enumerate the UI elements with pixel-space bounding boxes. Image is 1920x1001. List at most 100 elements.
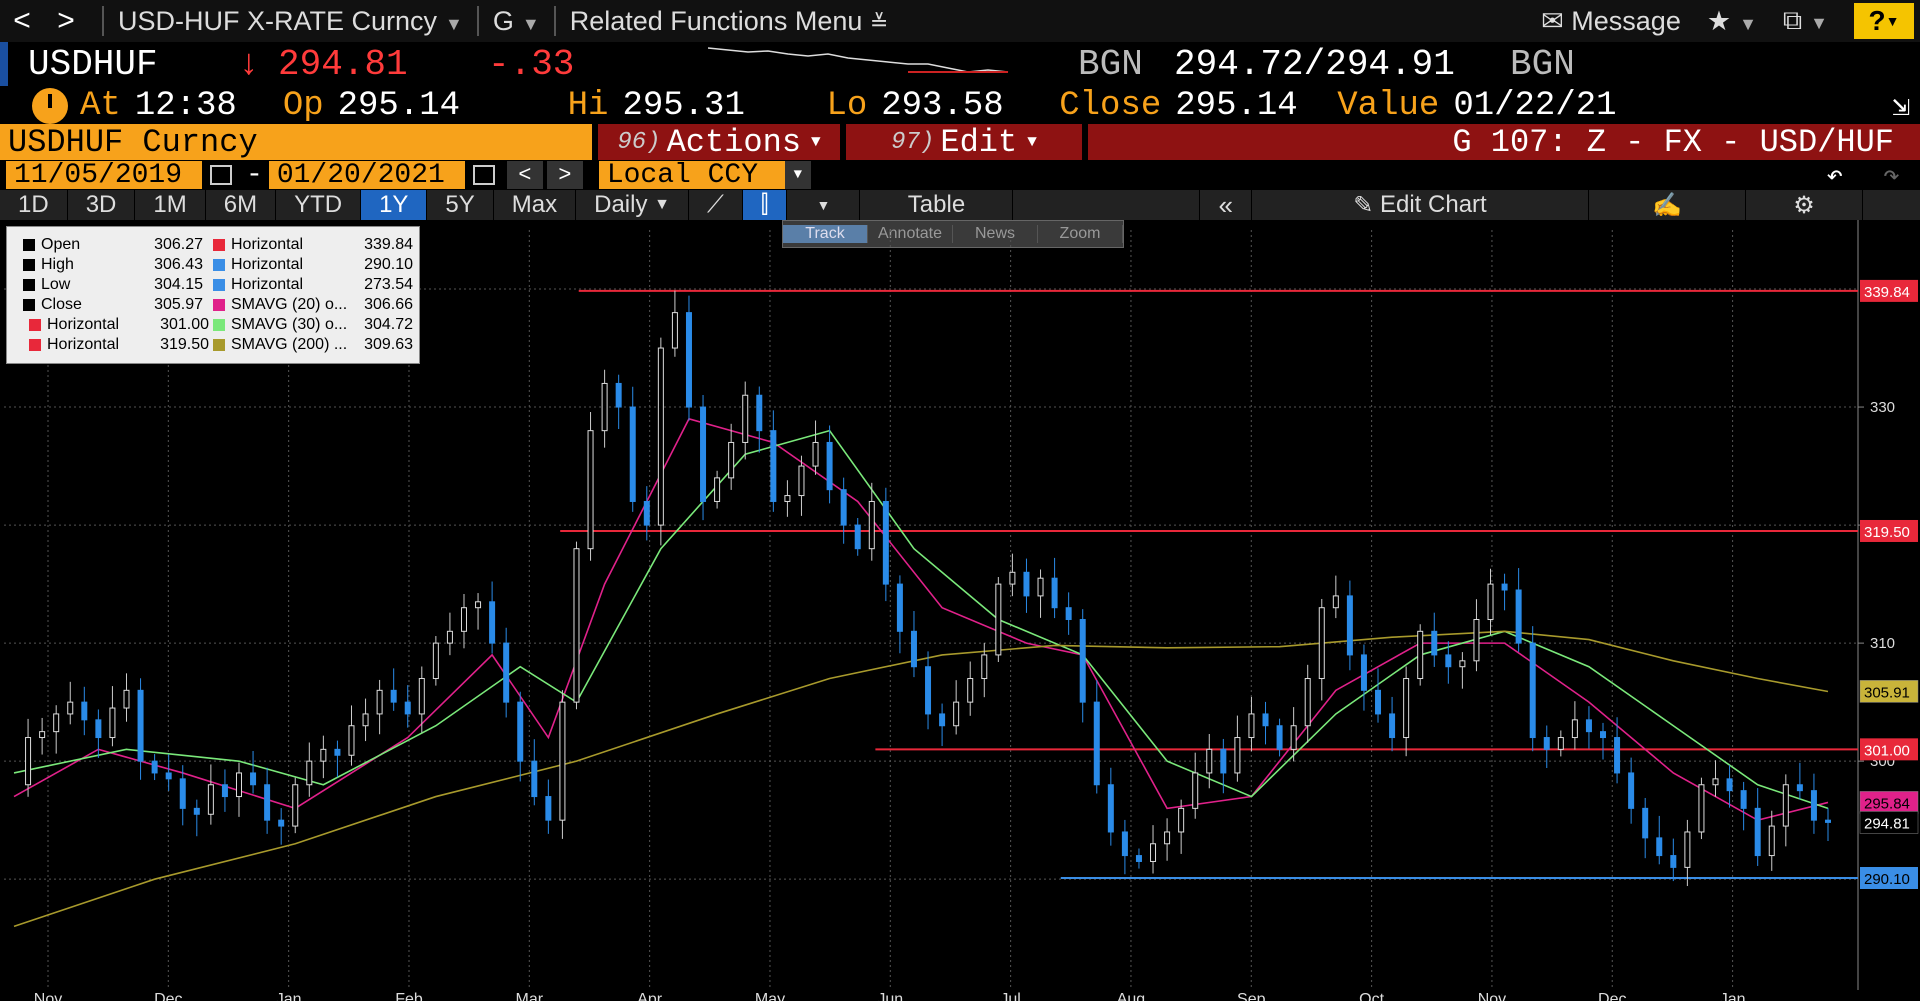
edit-chart-button[interactable]: ✎ Edit Chart <box>1252 190 1589 220</box>
calendar-icon[interactable] <box>210 165 232 185</box>
function-menu[interactable]: G ▼ <box>493 6 540 37</box>
favorites-button[interactable]: ★ ▼ <box>1707 6 1757 37</box>
candle-body <box>1825 819 1831 823</box>
candle-body <box>1290 725 1297 750</box>
table-button[interactable]: Table <box>860 190 1014 220</box>
next-period-button[interactable]: > <box>546 161 583 189</box>
candle-body <box>1600 731 1607 739</box>
annotate-icon[interactable]: ✍ <box>1589 190 1746 220</box>
candle-body <box>123 689 130 709</box>
undo-icon[interactable]: ↶ <box>1826 161 1844 193</box>
legend-swatch <box>23 259 35 271</box>
redo-icon[interactable]: ↷ <box>1883 161 1900 193</box>
candle-body <box>1304 678 1311 727</box>
period-tab-6m[interactable]: 6M <box>206 190 277 220</box>
legend-value: 290.10 <box>364 256 413 273</box>
legend-item: Horizontal 273.54 <box>213 275 413 295</box>
chevron-down-icon: ▼ <box>654 196 670 213</box>
actions-menu[interactable]: 96) Actions ▼ <box>598 124 840 161</box>
collapse-icon[interactable]: « <box>1200 190 1252 220</box>
candle-body <box>1417 630 1424 680</box>
candle-body <box>587 430 594 550</box>
edit-number: 97) <box>891 128 935 156</box>
subtool-track[interactable]: Track <box>783 225 868 243</box>
related-functions-menu[interactable]: Related Functions Menu ≚ <box>570 6 889 37</box>
chart-type-dropdown[interactable]: ▼ <box>787 190 861 220</box>
candle-body <box>868 500 875 550</box>
candle-body <box>756 394 763 432</box>
security-menu[interactable]: USD-HUF X-RATE Curncy ▼ <box>118 6 463 37</box>
candle-body <box>685 312 692 408</box>
candle-body <box>1487 583 1494 621</box>
gear-icon[interactable]: ⚙ <box>1746 190 1863 220</box>
candle-body <box>615 382 622 408</box>
subtool-zoom[interactable]: Zoom <box>1038 225 1123 243</box>
candle-body <box>629 406 636 502</box>
candle-body <box>475 601 482 609</box>
candle-body <box>1093 701 1100 786</box>
period-tab-5y[interactable]: 5Y <box>427 190 494 220</box>
price-tag <box>1859 811 1919 834</box>
candle-body <box>1543 737 1550 750</box>
previous-period-button[interactable]: < <box>506 161 543 189</box>
candle-body <box>728 441 735 479</box>
legend-swatch <box>213 259 225 271</box>
legend-name: SMAVG (30) o... <box>231 316 348 333</box>
period-tab-1d[interactable]: 1D <box>0 190 68 220</box>
subtool-news[interactable]: News <box>953 225 1038 243</box>
forward-button[interactable]: > <box>57 4 75 37</box>
period-tab-ytd[interactable]: YTD <box>276 190 362 220</box>
candle-body <box>1557 737 1564 750</box>
chart-title: G 107: Z - FX - USD/HUF <box>1452 123 1894 161</box>
open-value: 295.14 <box>337 87 461 125</box>
chevron-down-icon[interactable]: ▼ <box>784 161 811 189</box>
help-button[interactable]: ? ▼ <box>1854 3 1914 39</box>
chart-subtools: Track Annotate News Zoom <box>782 220 1124 248</box>
candle-body <box>362 713 369 727</box>
candle-body <box>1670 855 1677 868</box>
candle-body <box>179 778 186 809</box>
candle-body <box>1614 737 1621 774</box>
period-tab-max[interactable]: Max <box>494 190 577 220</box>
message-button[interactable]: ✉ Message <box>1541 6 1681 37</box>
high-value: 295.31 <box>622 87 745 125</box>
x-tick-label: Jun <box>877 991 903 1001</box>
legend-swatch <box>213 299 225 311</box>
start-date-input[interactable]: 11/05/2019 <box>6 160 202 191</box>
candle-body <box>404 701 411 715</box>
currency-select[interactable]: Local CCY <box>598 160 785 191</box>
legend-item: High 306.43 <box>23 255 203 275</box>
period-tab-1y[interactable]: 1Y <box>361 190 428 220</box>
candle-body <box>1628 772 1635 809</box>
at-label: At <box>80 87 121 125</box>
value-label: Value <box>1337 87 1440 125</box>
security-box[interactable]: USDHUF Curncy <box>0 124 592 161</box>
stats-bar: At 12:38 Op 295.14 Hi 295.31 Lo 293.58 C… <box>0 86 1920 126</box>
frequency-select[interactable]: Daily ▼ <box>576 190 689 220</box>
candle-body <box>376 689 383 715</box>
candle-body <box>334 748 341 756</box>
bid-source: BGN <box>1078 43 1143 85</box>
period-tab-1m[interactable]: 1M <box>135 190 206 220</box>
period-tab-3d[interactable]: 3D <box>68 190 136 220</box>
window-button[interactable]: ⧉ ▼ <box>1783 5 1828 37</box>
back-button[interactable]: < <box>13 4 31 37</box>
line-chart-icon[interactable]: ⟋ <box>689 190 743 220</box>
legend-value: 309.63 <box>364 336 413 353</box>
candle-body <box>1009 571 1016 585</box>
candle-body <box>1375 689 1382 715</box>
legend-item: Close 305.97 <box>23 295 203 315</box>
subtool-annotate[interactable]: Annotate <box>868 225 953 243</box>
legend-value: 306.43 <box>154 256 203 273</box>
export-icon[interactable]: ⇲ <box>1891 90 1910 125</box>
candle-body <box>1164 831 1171 845</box>
candle-body <box>1726 778 1733 792</box>
candlestick-icon[interactable]: ⫿ <box>742 190 788 220</box>
end-date-input[interactable]: 01/20/2021 <box>268 160 465 191</box>
candle-body <box>925 666 932 715</box>
candle-body <box>1192 772 1199 809</box>
edit-menu[interactable]: 97) Edit ▼ <box>846 124 1082 161</box>
divider <box>553 6 556 36</box>
calendar-icon[interactable] <box>472 165 495 185</box>
legend-value: 304.72 <box>364 316 413 333</box>
